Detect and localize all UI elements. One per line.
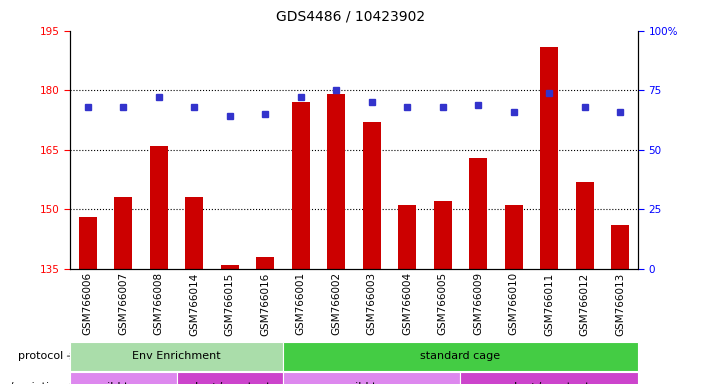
Text: GSM766011: GSM766011 xyxy=(544,272,554,336)
Text: protocol: protocol xyxy=(18,351,63,361)
Text: GDS4486 / 10423902: GDS4486 / 10423902 xyxy=(276,10,425,23)
Bar xyxy=(114,197,132,269)
Bar xyxy=(79,217,97,269)
Bar xyxy=(576,182,594,269)
Bar xyxy=(611,225,629,269)
Text: GSM766015: GSM766015 xyxy=(225,272,235,336)
Text: wild type: wild type xyxy=(98,382,149,384)
Text: GSM766013: GSM766013 xyxy=(615,272,625,336)
Bar xyxy=(221,265,238,269)
Text: cbp+/- mutant: cbp+/- mutant xyxy=(508,382,590,384)
Bar xyxy=(434,201,451,269)
Text: GSM766008: GSM766008 xyxy=(154,272,164,336)
Text: GSM766003: GSM766003 xyxy=(367,272,376,336)
Text: GSM766012: GSM766012 xyxy=(580,272,590,336)
Bar xyxy=(470,158,487,269)
Text: GSM766016: GSM766016 xyxy=(260,272,271,336)
Text: GSM766005: GSM766005 xyxy=(437,272,448,336)
Text: wild type: wild type xyxy=(346,382,397,384)
Bar xyxy=(363,122,381,269)
Bar xyxy=(505,205,522,269)
Text: GSM766009: GSM766009 xyxy=(473,272,483,336)
Text: Env Enrichment: Env Enrichment xyxy=(132,351,221,361)
Text: GSM766010: GSM766010 xyxy=(509,272,519,336)
Bar xyxy=(257,257,274,269)
Text: standard cage: standard cage xyxy=(421,351,501,361)
Text: GSM766004: GSM766004 xyxy=(402,272,412,336)
Bar xyxy=(292,102,310,269)
Text: GSM766007: GSM766007 xyxy=(118,272,128,336)
Text: GSM766001: GSM766001 xyxy=(296,272,306,336)
Text: GSM766006: GSM766006 xyxy=(83,272,93,336)
Text: genotype/variation: genotype/variation xyxy=(0,382,63,384)
Text: GSM766014: GSM766014 xyxy=(189,272,199,336)
Bar xyxy=(150,146,168,269)
Bar xyxy=(540,46,558,269)
Bar xyxy=(186,197,203,269)
Bar xyxy=(398,205,416,269)
Text: GSM766002: GSM766002 xyxy=(332,272,341,336)
Bar xyxy=(327,94,345,269)
Text: cbp+/- mutant: cbp+/- mutant xyxy=(189,382,271,384)
